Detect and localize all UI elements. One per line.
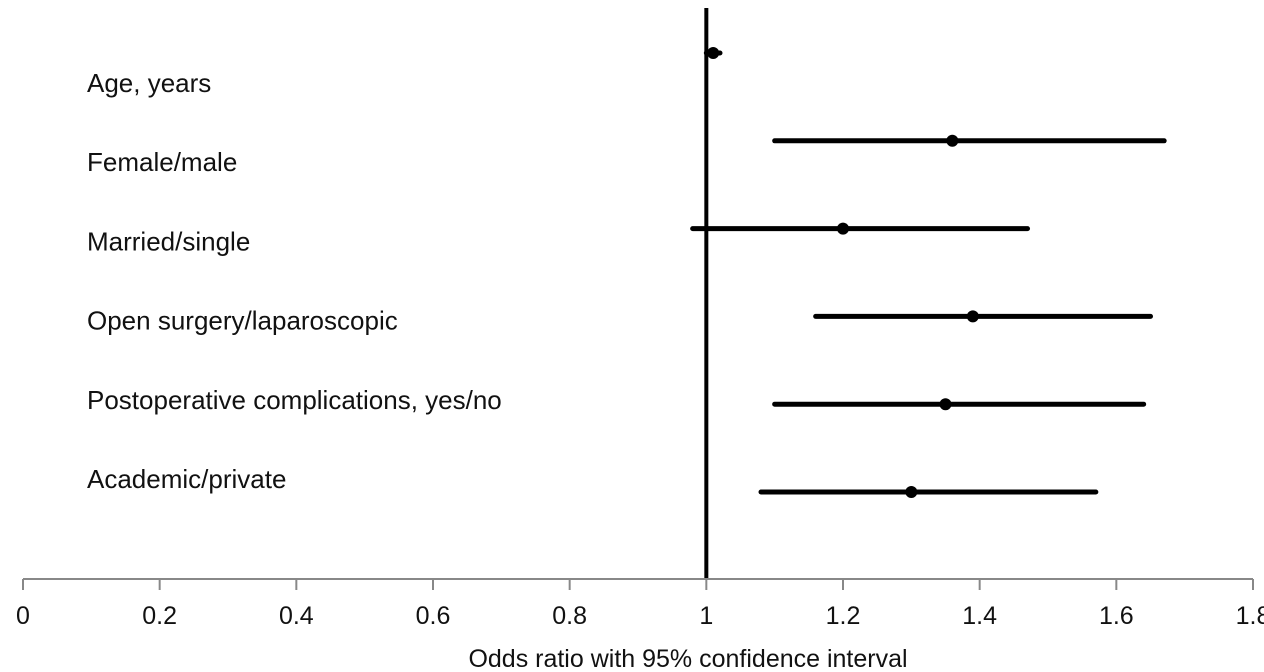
- x-tick-label: 1.2: [826, 602, 861, 630]
- x-tick-label: 1.8: [1236, 602, 1264, 630]
- confidence-intervals: [690, 50, 1167, 495]
- odds-ratio-point: [905, 486, 918, 498]
- odds-ratio-point: [939, 398, 952, 411]
- odds-ratio-point: [946, 134, 959, 147]
- row-label: Married/single: [87, 226, 250, 256]
- row-label: Academic/private: [87, 464, 286, 494]
- row-label: Age, years: [87, 68, 211, 98]
- x-tick-label: 1: [699, 602, 713, 630]
- row-label: Open surgery/laparoscopic: [87, 306, 398, 336]
- x-tick-label: 0.4: [279, 602, 314, 630]
- x-axis-title: Odds ratio with 95% confidence interval: [468, 645, 907, 672]
- x-tick-label: 0.6: [416, 602, 451, 630]
- x-tick-label: 0.2: [142, 602, 177, 630]
- x-tick-label: 1.4: [962, 602, 997, 630]
- odds-ratio-point: [966, 310, 979, 323]
- odds-ratio-point: [837, 222, 849, 235]
- row-label: Female/male: [87, 147, 237, 177]
- x-tick-label: 0: [16, 602, 30, 630]
- odds-ratio-point: [707, 47, 720, 59]
- x-tick-label: 1.6: [1099, 602, 1134, 630]
- x-axis-ticks: 0 0.2 0.4 0.6 0.8 1 1.2 1.4 1.6 1.8: [16, 579, 1264, 630]
- row-label: Postoperative complications, yes/no: [87, 385, 502, 415]
- x-tick-label: 0.8: [552, 602, 587, 630]
- odds-ratio-points: [707, 47, 979, 498]
- row-labels: Age, years Female/male Married/single Open …: [87, 68, 502, 494]
